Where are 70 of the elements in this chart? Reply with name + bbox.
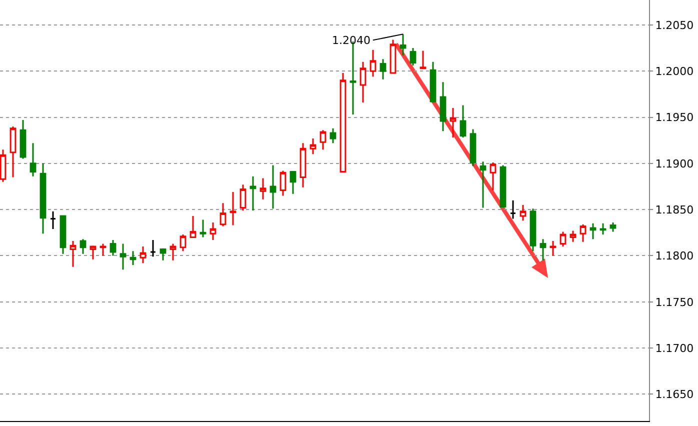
y-tick-label: 1.1750 — [655, 296, 694, 309]
candlestick — [120, 242, 126, 270]
candlestick — [490, 162, 496, 191]
candlestick — [470, 128, 476, 167]
candlestick — [560, 230, 566, 248]
candlestick — [540, 238, 546, 262]
candlestick — [150, 239, 156, 258]
candlestick — [200, 218, 206, 238]
candlestick — [50, 210, 56, 230]
candlestick — [480, 160, 486, 208]
candlestick — [320, 129, 326, 150]
candlestick — [370, 49, 376, 78]
candlestick — [90, 244, 96, 260]
candlestick — [160, 248, 166, 262]
candlestick — [140, 246, 146, 264]
candlestick — [420, 50, 426, 70]
candlestick — [110, 239, 116, 256]
y-tick-label: 1.1900 — [655, 157, 694, 170]
annotation: 1.2040 — [332, 34, 370, 47]
candlestick — [270, 164, 276, 210]
candlestick — [30, 142, 36, 178]
candlestick — [10, 126, 16, 178]
candlestick — [220, 202, 226, 227]
candlestick — [530, 208, 536, 252]
candlestick — [210, 222, 216, 241]
y-tick-label: 1.1850 — [655, 203, 694, 216]
candlestick — [250, 176, 256, 212]
candlestick — [580, 224, 586, 243]
candlestick — [260, 177, 266, 200]
candlestick — [450, 107, 456, 138]
candlestick — [550, 240, 556, 256]
y-tick-label: 1.1950 — [655, 111, 694, 124]
candlestick — [500, 164, 506, 208]
candlestick — [460, 104, 466, 138]
candlestick — [80, 238, 86, 255]
y-tick-label: 1.1650 — [655, 388, 694, 402]
candlestick — [430, 61, 436, 104]
candlestick — [230, 191, 236, 226]
candlestick — [70, 240, 76, 268]
candlestick — [590, 222, 596, 240]
candlestick — [280, 170, 286, 196]
candlestick — [60, 215, 66, 255]
y-tick-label: 1.1700 — [655, 342, 694, 355]
candlestick — [390, 38, 396, 74]
y-tick-label: 1.2050 — [655, 18, 694, 32]
candlestick — [410, 47, 416, 66]
candlestick — [440, 81, 446, 132]
candlestick — [510, 200, 516, 220]
candlestick — [20, 119, 26, 160]
candlestick — [600, 222, 606, 236]
candlestick — [380, 58, 386, 80]
y-tick-label: 1.2000 — [655, 64, 694, 78]
candlestick — [190, 215, 196, 238]
candlestick — [400, 33, 406, 56]
candlestick — [340, 72, 346, 172]
candlestick — [100, 242, 106, 256]
y-tick-label: 1.1800 — [655, 250, 694, 263]
candlestick — [130, 250, 136, 266]
candlestick — [240, 184, 246, 212]
candlestick — [330, 128, 336, 144]
candlestick — [180, 234, 186, 252]
candlestick — [170, 242, 176, 262]
candlestick — [610, 222, 616, 232]
candlestick — [310, 138, 316, 155]
candlestick — [360, 61, 366, 104]
candlestick — [570, 230, 576, 243]
candlestick — [40, 162, 46, 234]
candlestick — [520, 204, 526, 222]
candlestick — [290, 170, 296, 195]
candlestick — [300, 142, 306, 188]
